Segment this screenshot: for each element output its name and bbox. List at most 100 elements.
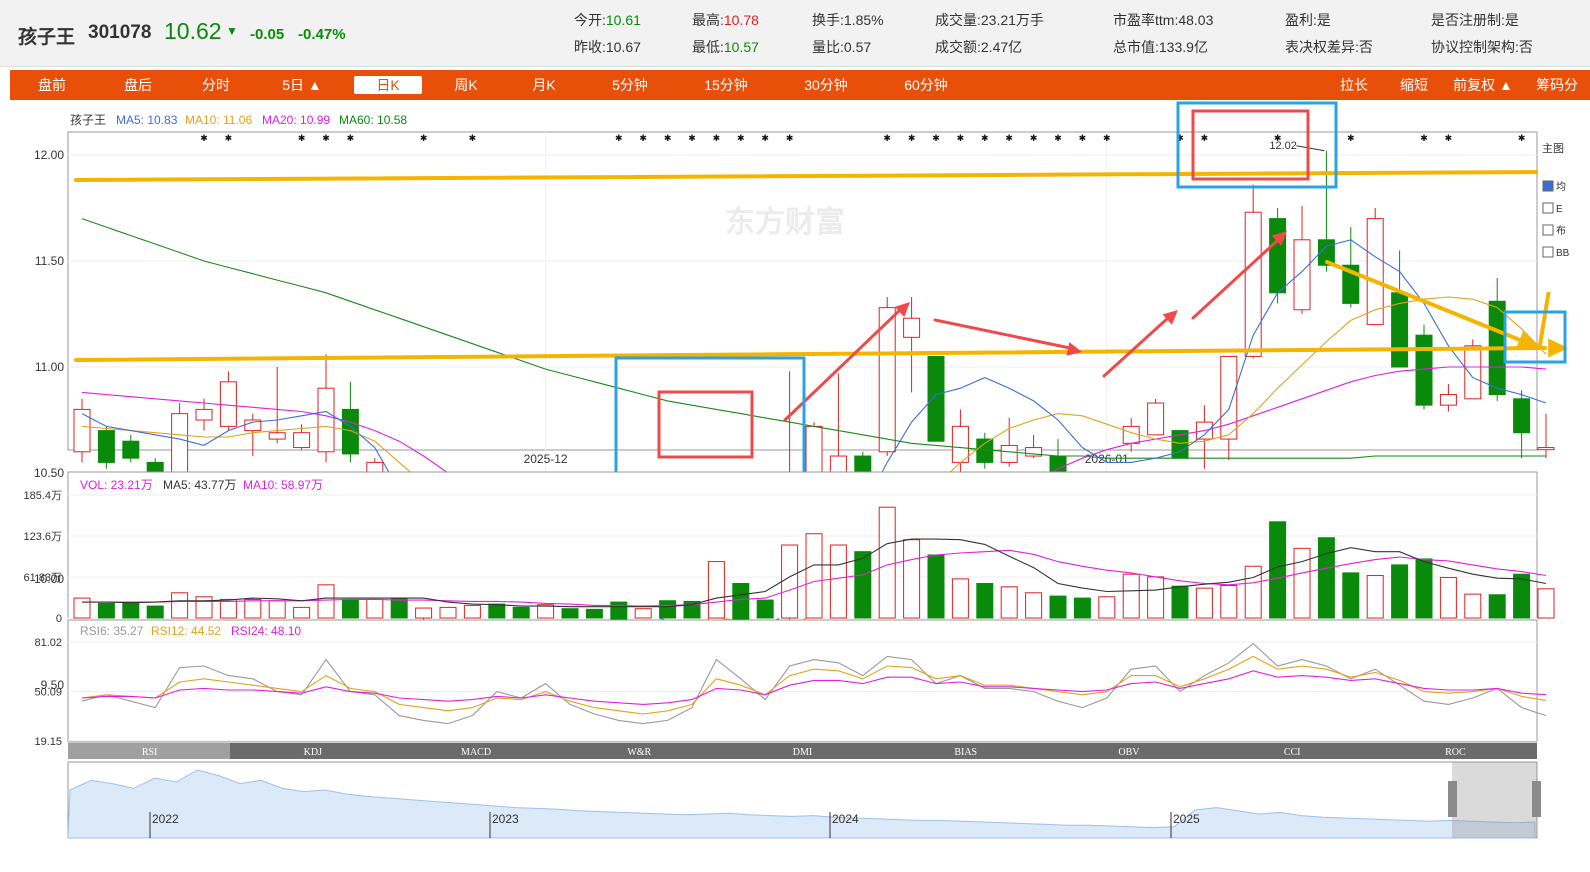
legend-vol-ma5: MA5: 43.77万 xyxy=(163,478,236,492)
pullback-arrow xyxy=(933,318,1072,350)
volume-bar xyxy=(1415,558,1433,619)
volume-bar xyxy=(1439,577,1457,619)
rsi24-line xyxy=(81,670,1547,705)
signal-star-marker: ✱ xyxy=(1445,133,1453,143)
price-change-pct: -0.47% xyxy=(298,26,346,43)
tab-0[interactable]: 盘前 xyxy=(38,77,66,93)
stock-price: 10.62 xyxy=(164,18,222,44)
candle-body xyxy=(1537,447,1555,451)
signal-star-marker: ✱ xyxy=(1005,133,1013,143)
stat-item: 表决权差异:否 xyxy=(1285,37,1373,57)
volume-bar xyxy=(1366,575,1384,619)
signal-star-marker: ✱ xyxy=(420,133,428,143)
stat-item: 最低:10.57 xyxy=(692,37,759,57)
tab-right-2[interactable]: 前复权 ▲ xyxy=(1453,77,1513,93)
candle-body xyxy=(1317,239,1335,266)
candle-body xyxy=(97,430,115,463)
volume-bar xyxy=(829,544,847,619)
indicator-tab-dmi[interactable]: DMI xyxy=(793,747,812,758)
volume-bar xyxy=(244,598,262,619)
volume-bar xyxy=(219,598,237,619)
signal-star-marker: ✱ xyxy=(1079,133,1087,143)
overview-selection-window xyxy=(1452,762,1537,838)
indicator-tab-obv[interactable]: OBV xyxy=(1118,747,1140,758)
side-panel-checkbox xyxy=(1542,180,1554,192)
stat-value: 23.21万手 xyxy=(980,12,1044,28)
volume-bar xyxy=(512,606,530,619)
tab-8[interactable]: 15分钟 xyxy=(704,77,748,93)
volume-bar xyxy=(439,606,457,619)
stat-label: 成交量: xyxy=(935,12,981,28)
tab-6[interactable]: 月K xyxy=(532,77,556,93)
candle-body xyxy=(1122,425,1140,444)
price-down-arrow-icon: ▼ xyxy=(226,24,238,38)
volume-bar xyxy=(1122,573,1140,619)
indicator-tab-cci[interactable]: CCI xyxy=(1284,747,1301,758)
legend-vol-ma10: MA10: 58.97万 xyxy=(243,478,323,492)
volume-tick-label: 185.4万 xyxy=(23,490,62,502)
candle-body xyxy=(927,355,945,442)
stat-item: 今开:10.61 xyxy=(574,10,641,30)
side-panel-option: BB xyxy=(1556,248,1570,259)
tab-right-3[interactable]: 筹码分 xyxy=(1536,77,1578,93)
stat-value: 10.61 xyxy=(605,12,641,28)
candle-body xyxy=(1220,355,1238,440)
candle-body xyxy=(1025,447,1043,457)
price-change: -0.05 xyxy=(250,26,285,43)
candle-body xyxy=(1244,211,1262,357)
support-line xyxy=(74,346,1547,362)
high-pointer xyxy=(1296,145,1325,152)
legend-rsi6: RSI6: 35.27 xyxy=(80,624,144,638)
tab-7[interactable]: 5分钟 xyxy=(612,77,648,93)
signal-star-marker: ✱ xyxy=(688,133,696,143)
volume-bar xyxy=(1537,588,1555,619)
volume-bar xyxy=(659,600,677,619)
volume-bar xyxy=(585,608,603,619)
volume-bar xyxy=(1220,584,1238,619)
volume-bar xyxy=(366,598,384,619)
tab-9[interactable]: 30分钟 xyxy=(804,77,848,93)
volume-bar xyxy=(805,533,823,619)
indicator-tab-kdj[interactable]: KDJ xyxy=(304,747,322,758)
candle-body xyxy=(268,432,286,440)
overview-right-handle[interactable] xyxy=(1532,781,1541,817)
tab-2[interactable]: 分时 xyxy=(202,77,230,93)
overview-left-handle[interactable] xyxy=(1448,781,1457,817)
overview-year-label: 2023 xyxy=(492,812,519,826)
indicator-tab-roc[interactable]: ROC xyxy=(1445,747,1466,758)
stat-item: 最高:10.78 xyxy=(692,10,759,30)
signal-star-marker: ✱ xyxy=(786,133,794,143)
main-legend-name: 孩子王 xyxy=(70,113,106,127)
volume-bar xyxy=(927,554,945,619)
indicator-tab-bias[interactable]: BIAS xyxy=(954,747,977,758)
stat-label: 换手: xyxy=(812,12,844,28)
volume-bar xyxy=(268,600,286,619)
signal-star-marker: ✱ xyxy=(908,133,916,143)
low-zone-red-box xyxy=(657,390,754,459)
tab-5[interactable]: 周K xyxy=(454,77,478,93)
indicator-tab-rsi[interactable]: RSI xyxy=(142,747,158,758)
tab-1[interactable]: 盘后 xyxy=(124,77,152,93)
legend-ma20: MA20: 10.99 xyxy=(262,113,330,127)
tab-right-0[interactable]: 拉长 xyxy=(1340,77,1368,93)
volume-bar xyxy=(732,583,750,619)
candle-body xyxy=(1513,398,1531,434)
tab-4[interactable]: 日K xyxy=(354,76,422,94)
tab-3[interactable]: 5日 ▲ xyxy=(282,77,322,93)
candle-body xyxy=(1293,239,1311,311)
indicator-tab-macd[interactable]: MACD xyxy=(461,747,491,758)
rise-trend-arrowhead-2 xyxy=(1162,310,1178,325)
volume-bar xyxy=(610,601,628,619)
legend-rsi24: RSI24: 48.10 xyxy=(231,624,301,638)
tab-right-1[interactable]: 缩短 xyxy=(1400,77,1428,93)
indicator-tab-wr[interactable]: W&R xyxy=(627,747,651,758)
stat-value: 是 xyxy=(1316,12,1331,28)
rsi6-line xyxy=(81,642,1547,725)
volume-bar xyxy=(1147,576,1165,619)
signal-star-marker: ✱ xyxy=(1103,133,1111,143)
volume-bar xyxy=(146,605,164,619)
volume-bar xyxy=(854,551,872,619)
volume-panel-frame xyxy=(67,471,1538,619)
stat-label: 今开: xyxy=(574,12,606,28)
tab-10[interactable]: 60分钟 xyxy=(904,77,948,93)
